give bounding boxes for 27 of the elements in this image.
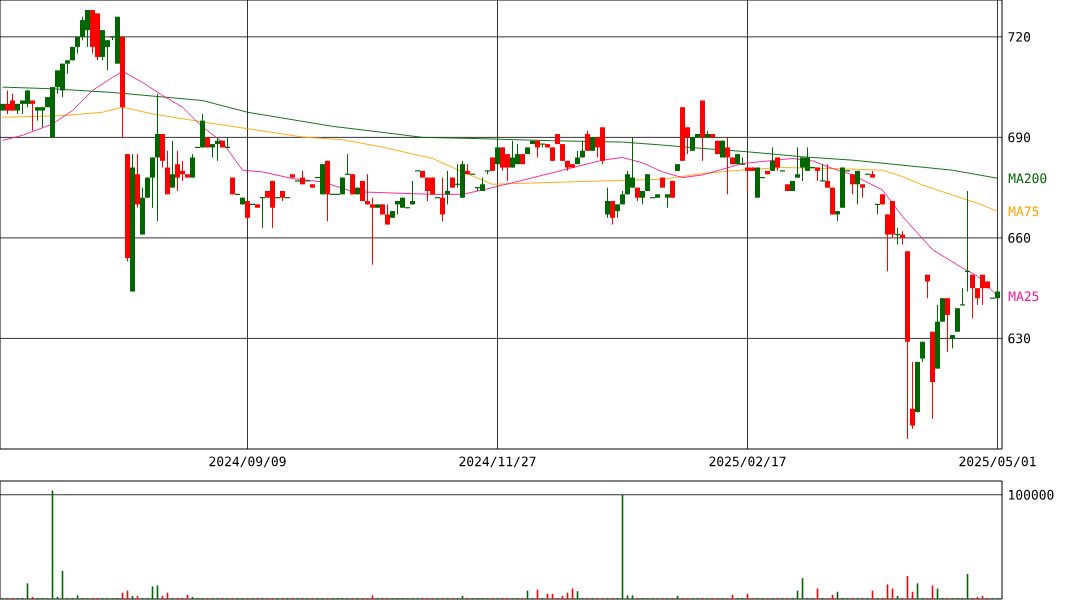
x-tick-label: 2024/11/27 <box>459 456 536 468</box>
candlestick <box>955 307 961 333</box>
candlestick <box>825 163 831 189</box>
x-tick-label: 2025/05/01 <box>959 456 1036 468</box>
candlestick <box>940 297 946 323</box>
candlestick <box>500 146 506 172</box>
y-tick-label: 630 <box>1008 333 1031 344</box>
candlestick <box>150 156 155 209</box>
candlestick <box>440 177 446 222</box>
series-label: MA200 <box>1008 173 1047 184</box>
candlestick <box>245 200 250 222</box>
candlestick <box>495 136 501 165</box>
y-tick-label: 100000 <box>1009 489 1054 500</box>
candlestick <box>170 140 175 189</box>
y-tick-label: 690 <box>1008 132 1031 143</box>
x-tick-label: 2025/02/17 <box>709 456 786 468</box>
line-series <box>2 106 998 212</box>
candlestick <box>959 287 966 306</box>
candlestick <box>190 153 195 179</box>
candlestick <box>850 173 856 195</box>
y-tick-label: 720 <box>1008 31 1031 42</box>
series-label: MA25 <box>1008 291 1039 302</box>
x-tick-label: 2024/09/09 <box>209 456 286 468</box>
y-tick-label: 660 <box>1008 233 1031 243</box>
candlestick <box>605 187 611 219</box>
line-series <box>2 70 998 297</box>
series-label: MA75 <box>1008 206 1039 217</box>
